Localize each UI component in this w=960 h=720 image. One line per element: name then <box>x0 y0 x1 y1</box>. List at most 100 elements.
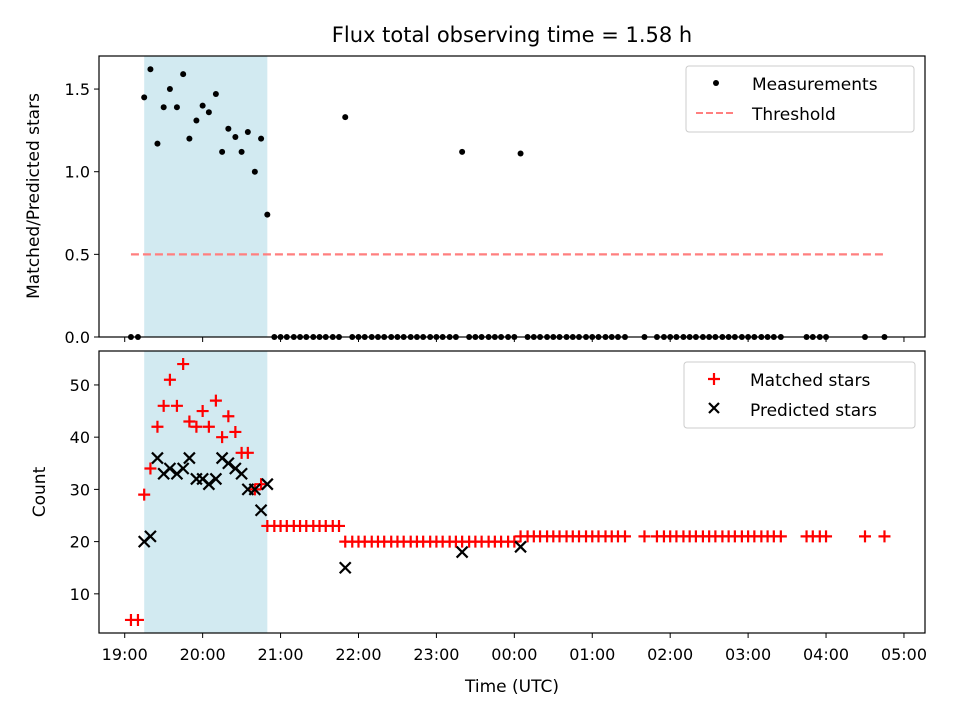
matched-star-point <box>190 420 203 433</box>
chart-title: Flux total observing time = 1.58 h <box>332 23 692 47</box>
measurement-point <box>342 114 349 121</box>
matched-star-point <box>157 399 170 412</box>
ratio-y-tick-label: 1.0 <box>65 163 90 182</box>
measurement-point <box>193 117 200 124</box>
ratio-y-tick-label: 1.5 <box>65 80 90 99</box>
x-tick-label: 01:00 <box>569 645 615 664</box>
x-tick-label: 20:00 <box>180 645 226 664</box>
matched-star-point <box>144 462 157 475</box>
measurement-point <box>517 150 524 157</box>
matched-star-point <box>858 530 871 543</box>
matched-star-point <box>618 530 631 543</box>
matched-star-point <box>508 535 521 548</box>
predicted-legend-label: Predicted stars <box>750 401 877 421</box>
count-observing-window <box>144 351 268 633</box>
predicted-star-point <box>222 457 235 470</box>
measurement-point <box>212 91 219 98</box>
predicted-star-point <box>254 504 268 517</box>
predicted-star-point <box>209 472 223 486</box>
predicted-star-point <box>261 477 274 491</box>
measurement-point <box>205 109 212 116</box>
ratio-y-axis-label: Matched/Predicted stars <box>24 93 44 299</box>
matched-star-point <box>241 446 254 459</box>
measurement-point <box>225 125 232 132</box>
predicted-star-point <box>202 477 216 491</box>
measurement-point <box>251 168 258 175</box>
measurement-point <box>141 94 148 101</box>
matched-star-point <box>202 420 215 433</box>
measurement-point <box>173 104 180 111</box>
x-tick-label: 23:00 <box>413 645 459 664</box>
threshold-legend-label: Threshold <box>751 105 836 125</box>
matched-star-point <box>170 399 183 412</box>
measurement-point <box>459 148 466 155</box>
ratio-observing-window <box>144 56 268 337</box>
matched-legend-marker <box>708 373 720 385</box>
measurement-point <box>264 211 271 218</box>
matched-star-point <box>638 530 651 543</box>
ratio-y-tick-label: 0.0 <box>65 328 90 347</box>
matched-star-point <box>216 431 229 444</box>
predicted-star-point <box>151 451 164 465</box>
ratio-y-tick-label: 0.5 <box>65 245 90 264</box>
matched-star-point <box>255 478 268 491</box>
predicted-star-point <box>144 530 157 543</box>
matched-star-point <box>151 420 164 433</box>
ratio-plot-frame <box>98 55 926 338</box>
matched-star-point <box>131 613 144 626</box>
measurement-point <box>244 129 251 136</box>
x-tick-label: 00:00 <box>491 645 537 664</box>
count-y-tick-label: 50 <box>70 376 90 395</box>
matched-star-point <box>196 405 209 418</box>
matched-star-point <box>183 415 196 428</box>
matched-star-point <box>774 530 787 543</box>
measurement-point <box>238 148 245 155</box>
predicted-star-point <box>248 483 262 496</box>
count-y-tick-label: 10 <box>70 585 90 604</box>
measurement-point <box>258 135 265 142</box>
matched-star-point <box>333 519 346 532</box>
predicted-star-point <box>183 451 196 465</box>
ratio-panel: 0.0 0.5 1.0 1.5 <box>65 55 926 347</box>
measurement-point <box>219 148 226 155</box>
matched-star-point <box>177 358 190 371</box>
legend-frame <box>683 361 916 429</box>
measurement-point <box>180 71 187 78</box>
matched-star-point <box>229 425 242 438</box>
matched-star-point <box>138 488 151 501</box>
x-tick-label: 21:00 <box>258 645 304 664</box>
x-tick-label: 04:00 <box>803 645 849 664</box>
matched-star-point <box>878 530 891 543</box>
measurement-point <box>199 102 206 109</box>
measurement-point <box>166 86 173 93</box>
measurement-point <box>154 140 161 147</box>
legend-frame <box>685 65 915 133</box>
count-y-tick-label: 30 <box>70 480 90 499</box>
matched-star-point <box>820 530 833 543</box>
count-plot-frame <box>98 350 926 634</box>
matched-star-point <box>163 373 176 386</box>
measurement-point <box>147 66 154 73</box>
x-tick-label: 22:00 <box>335 645 381 664</box>
predicted-star-point <box>176 462 190 475</box>
x-tick-label: 02:00 <box>647 645 693 664</box>
measurement-point <box>232 133 239 140</box>
x-tick-label: 05:00 <box>881 645 927 664</box>
x-tick-label: 03:00 <box>725 645 771 664</box>
matched-star-point <box>222 410 235 423</box>
x-axis-label: Time (UTC) <box>464 677 559 697</box>
measurement-point <box>186 135 193 142</box>
predicted-star-point <box>514 540 527 554</box>
x-tick-label: 19:00 <box>102 645 148 664</box>
predicted-star-point <box>163 462 177 475</box>
matched-star-point <box>209 394 222 407</box>
predicted-star-point <box>338 561 352 574</box>
predicted-star-point <box>235 467 248 480</box>
measurements-legend-label: Measurements <box>752 75 878 95</box>
predicted-legend-marker <box>708 402 720 414</box>
measurement-point <box>160 104 167 111</box>
count-y-tick-label: 20 <box>70 533 90 552</box>
count-y-tick-label: 40 <box>70 428 90 447</box>
count-panel: 10 20 30 40 50 19:00 20:00 21:00 22:00 23:00 00:00… <box>70 350 927 664</box>
